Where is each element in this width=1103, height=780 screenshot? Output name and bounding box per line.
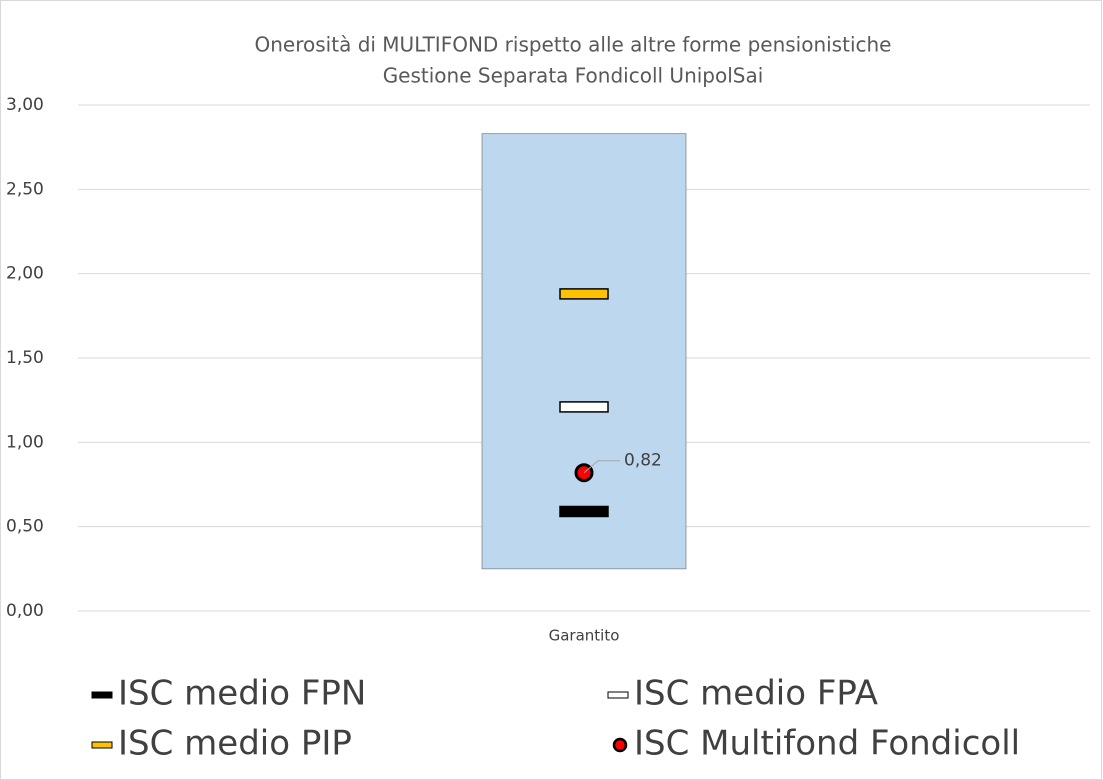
legend-marker — [612, 737, 628, 753]
legend-label: ISC medio FPN — [118, 674, 366, 714]
y-tick-label: 1,00 — [6, 432, 44, 452]
legend-marker — [91, 691, 113, 699]
chart-title: Onerosità di MULTIFOND rispetto alle alt… — [255, 33, 892, 57]
marker — [559, 401, 609, 413]
data-label: 0,82 — [624, 451, 662, 471]
leader-line — [583, 460, 620, 474]
legend-marker — [607, 691, 629, 699]
marker — [559, 288, 609, 300]
y-tick-label: 3,00 — [6, 95, 44, 115]
y-tick-label: 1,50 — [6, 348, 44, 368]
y-tick-label: 0,50 — [6, 517, 44, 537]
marker — [559, 505, 609, 518]
legend-label: ISC medio FPA — [634, 674, 878, 714]
range-bar — [481, 133, 687, 570]
legend-marker — [91, 741, 113, 749]
y-tick-label: 2,00 — [6, 264, 44, 284]
legend-label: ISC medio PIP — [118, 724, 352, 764]
y-tick-label: 0,00 — [6, 601, 44, 621]
chart-subtitle: Gestione Separata Fondicoll UnipolSai — [383, 64, 764, 88]
x-tick-label: Garantito — [549, 627, 620, 645]
y-tick-label: 2,50 — [6, 179, 44, 199]
legend-label: ISC Multifond Fondicoll — [634, 724, 1020, 764]
